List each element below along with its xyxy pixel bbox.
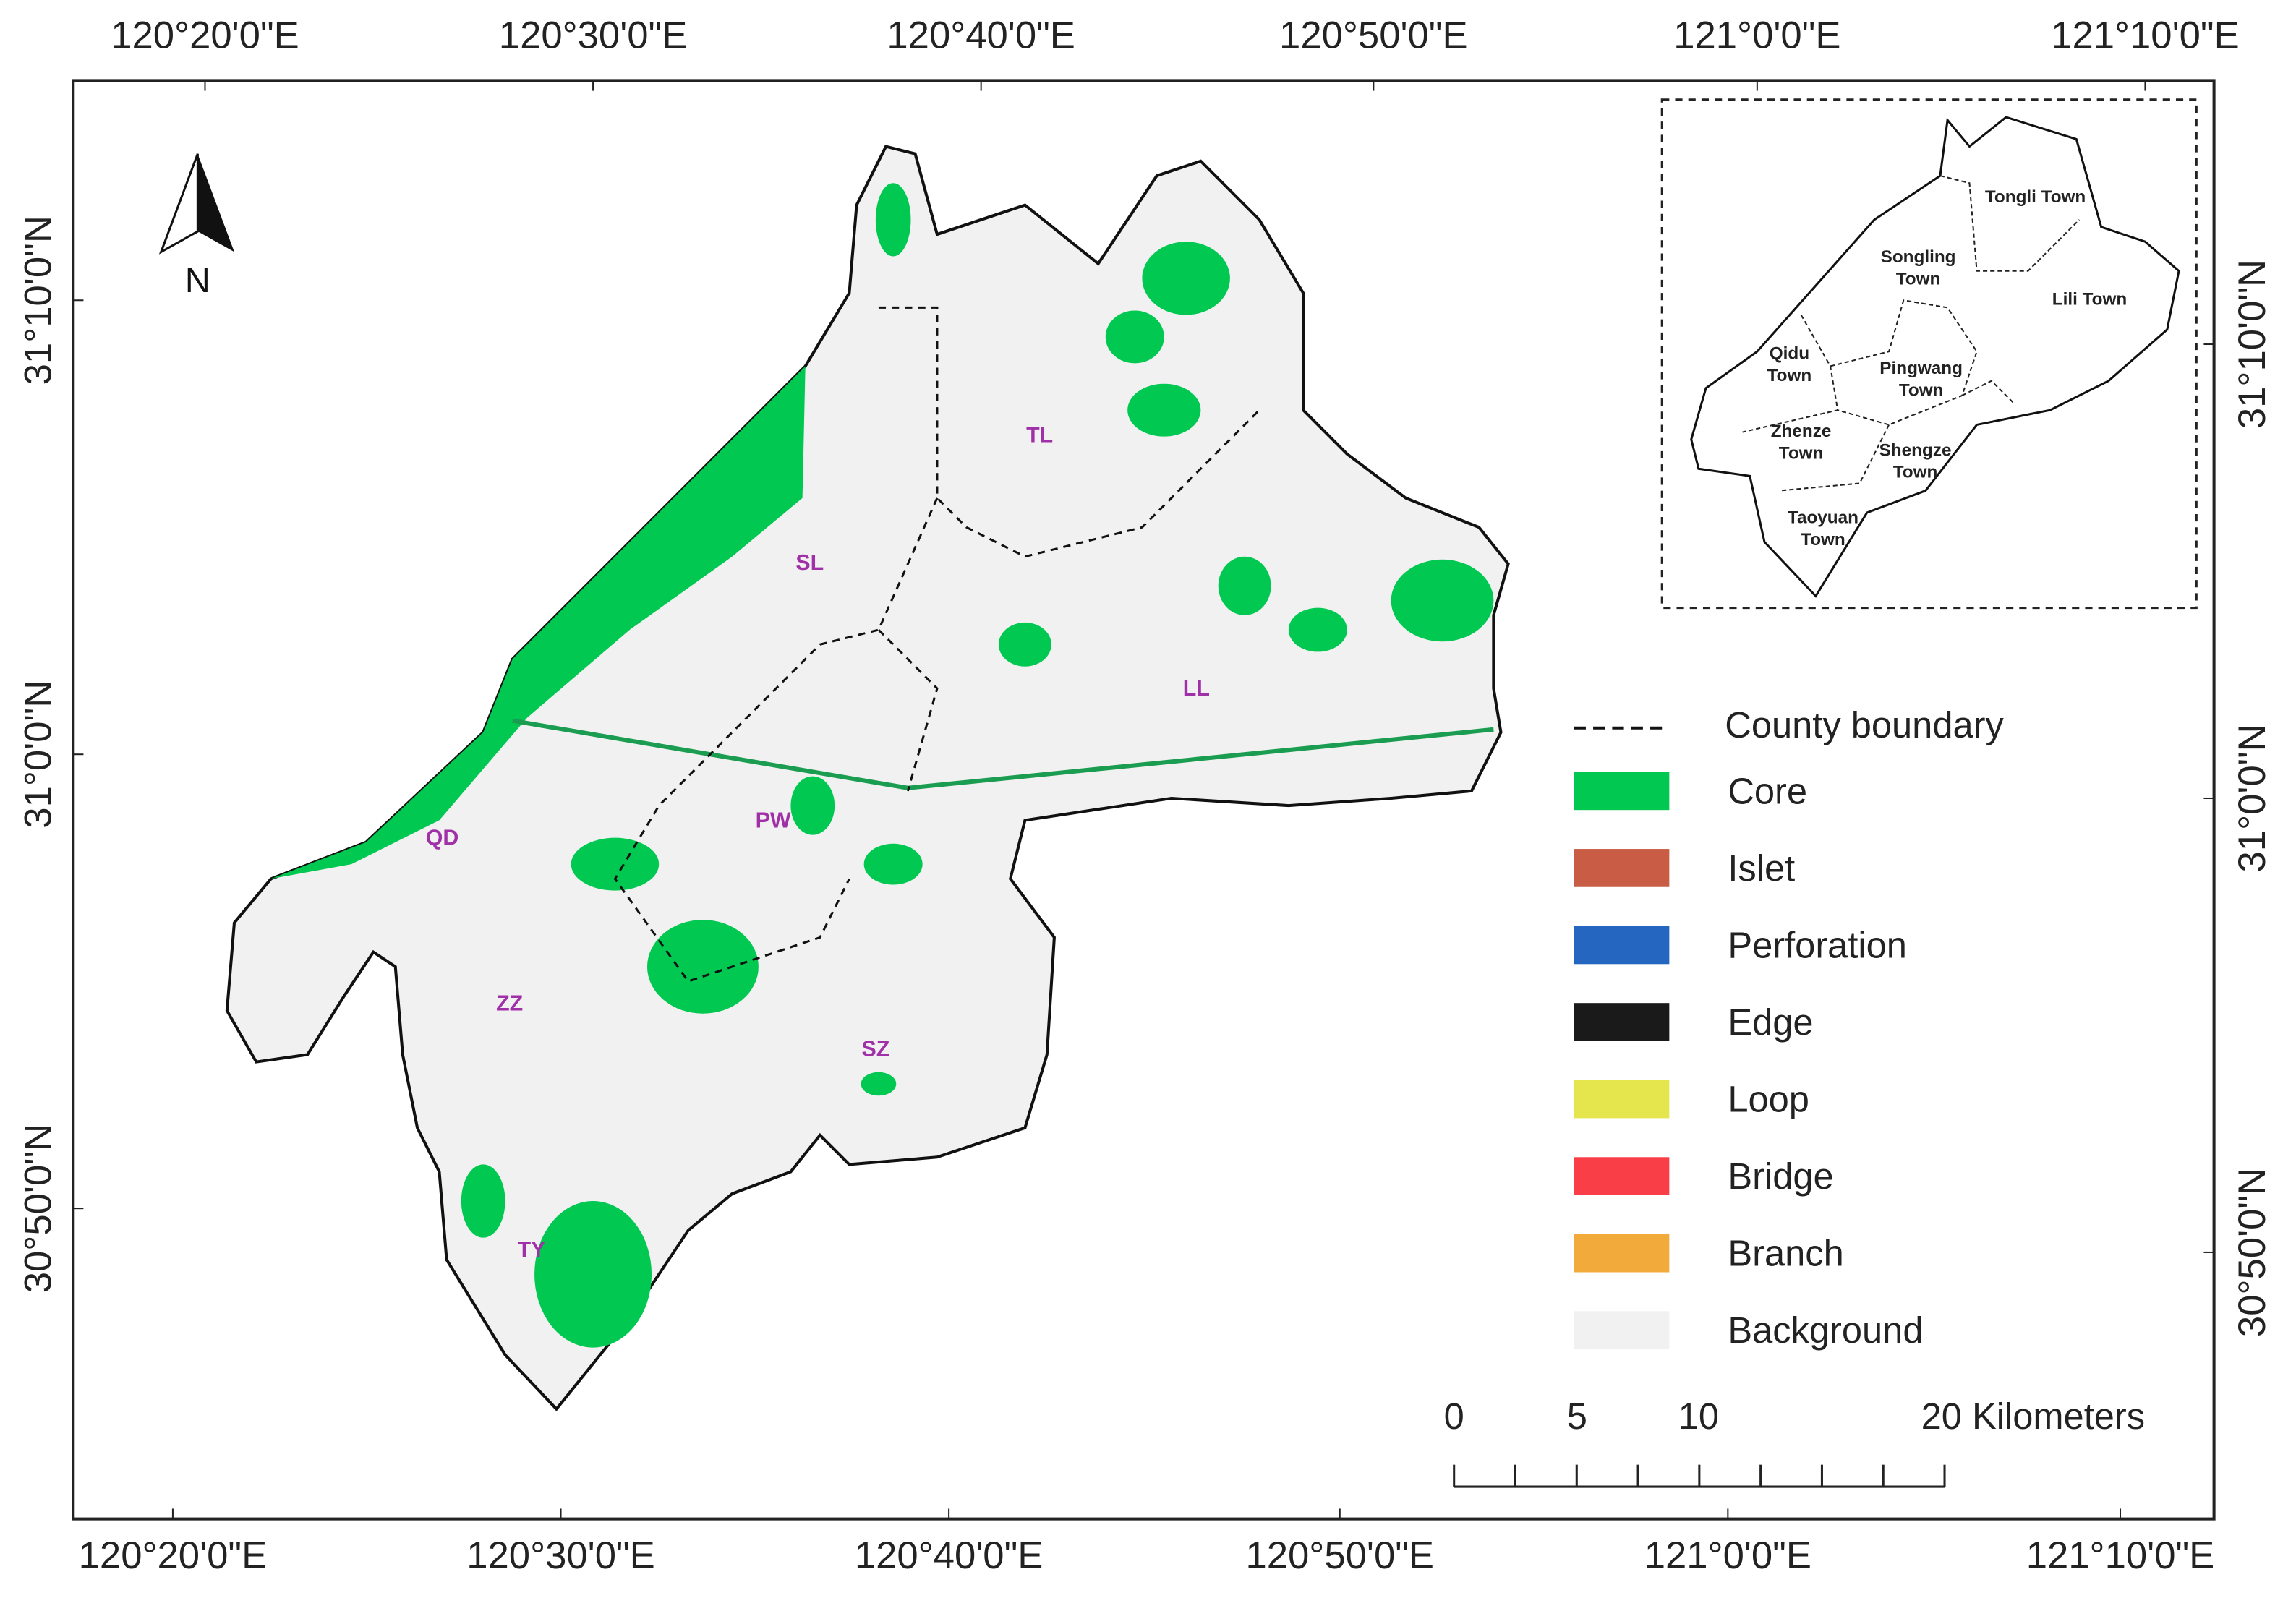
graticule-label: 120°30'0"E — [499, 14, 688, 57]
graticule-label: 31°0'0"N — [17, 680, 60, 829]
legend-swatch — [1574, 1080, 1670, 1119]
legend-swatch — [1574, 849, 1670, 887]
graticule-label: 120°20'0"E — [79, 1534, 268, 1577]
county-outline — [225, 145, 1510, 1411]
scale-bar — [1453, 1464, 1946, 1488]
graticule-label: 31°10'0"N — [17, 215, 60, 385]
town-label: LL — [1183, 677, 1210, 701]
graticule-label: 31°0'0"N — [2231, 725, 2274, 873]
scale-label: 0 — [1444, 1396, 1464, 1437]
graticule-label: 121°10'0"E — [2051, 14, 2240, 57]
graticule-label: 121°10'0"E — [2026, 1534, 2215, 1577]
graticule-label: 30°50'0"N — [2231, 1168, 2274, 1337]
legend-label: County boundary — [1725, 704, 2004, 745]
legend-label: Core — [1728, 770, 1807, 811]
graticule-label: 120°40'0"E — [887, 14, 1075, 57]
scale-label: 20 Kilometers — [1921, 1396, 2145, 1437]
town-label: QD — [426, 826, 459, 850]
graticule-label: 30°50'0"N — [17, 1124, 60, 1293]
scale-label: 10 — [1678, 1396, 1719, 1437]
north-arrow — [158, 153, 234, 255]
county-boundary-lines — [613, 306, 1260, 983]
graticule-label: 120°40'0"E — [855, 1534, 1044, 1577]
inset-town-label: Shengze — [1879, 440, 1952, 460]
legend-label: Bridge — [1728, 1155, 1833, 1197]
inset-town-label: Town — [1893, 463, 1938, 482]
town-label: PW — [756, 808, 791, 832]
core-patches — [461, 183, 1494, 1348]
inset-town-label: Tongli Town — [1985, 187, 2086, 207]
graticule-label: 120°50'0"E — [1279, 14, 1468, 57]
inset-town-label: Town — [1779, 443, 1824, 463]
legend-swatch — [1574, 1003, 1670, 1041]
town-label: TL — [1026, 424, 1053, 448]
graticule-label: 121°0'0"E — [1644, 1534, 1811, 1577]
legend-label: Perforation — [1728, 924, 1907, 965]
legend-label: Branch — [1728, 1233, 1843, 1274]
legend-swatch — [1574, 926, 1670, 965]
legend-swatch — [1574, 1234, 1670, 1273]
town-label: ZZ — [496, 992, 523, 1016]
inset-town-label: Town — [1801, 530, 1845, 550]
inset-town-label: Town — [1899, 380, 1944, 400]
legend-swatch — [1574, 772, 1670, 811]
inset-town-label: Pingwang — [1879, 359, 1963, 378]
legend-label: Background — [1728, 1309, 1923, 1351]
graticule-label: 120°50'0"E — [1246, 1534, 1435, 1577]
legend-label: Islet — [1728, 847, 1795, 889]
legend-label: Edge — [1728, 1001, 1813, 1043]
legend-swatch — [1574, 1311, 1670, 1350]
graticule-label: 121°0'0"E — [1673, 14, 1840, 57]
town-label: TY — [518, 1238, 546, 1262]
legend-label: Loop — [1728, 1078, 1809, 1119]
north-label: N — [185, 261, 210, 300]
town-label: SL — [795, 551, 824, 575]
graticule-label: 120°30'0"E — [466, 1534, 655, 1577]
graticule-label: 120°20'0"E — [111, 14, 299, 57]
scale-label: 5 — [1567, 1396, 1587, 1437]
inset-town-label: Songling — [1881, 247, 1956, 267]
inset-town-label: Town — [1896, 269, 1941, 289]
town-label: SZ — [861, 1037, 889, 1061]
graticule-label: 31°10'0"N — [2231, 260, 2274, 429]
legend-swatch — [1574, 1157, 1670, 1195]
inset-town-label: Qidu — [1770, 344, 1809, 364]
inset-boundaries — [1742, 175, 2081, 492]
inset-outline — [1690, 116, 2180, 598]
inset-town-label: Town — [1767, 366, 1812, 385]
inset-town-label: Lili Town — [2052, 290, 2127, 309]
inset-town-label: Taoyuan — [1788, 508, 1858, 528]
inset-town-label: Zhenze — [1771, 422, 1832, 441]
